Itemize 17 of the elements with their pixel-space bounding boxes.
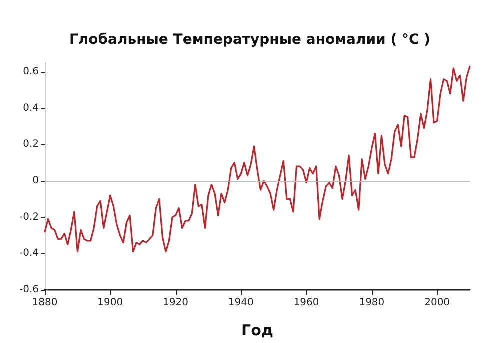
y-tick-label: -0.6 [19,284,39,296]
x-tick-label: 1960 [294,298,320,308]
y-tick-label: 0.6 [23,66,39,78]
y-tick-label: -0.2 [19,212,39,223]
line-series [44,66,471,253]
y-tick-label: 0.2 [23,139,39,150]
x-tick-label: 1880 [32,298,58,308]
y-tick-label: -0.4 [19,248,39,260]
y-tick-label: 0.4 [23,102,39,114]
x-tick-label: 1980 [359,298,385,308]
y-tick-label: 0 [32,176,39,187]
x-tick-label: 2000 [424,298,450,308]
x-tick-label: 1940 [228,298,254,308]
chart-title: Глобальные Температурные аномалии ( °C ) [69,32,431,48]
x-tick-label: 1900 [98,298,124,308]
x-tick-label: 1920 [163,298,188,308]
x-axis-title: Год [242,322,274,340]
